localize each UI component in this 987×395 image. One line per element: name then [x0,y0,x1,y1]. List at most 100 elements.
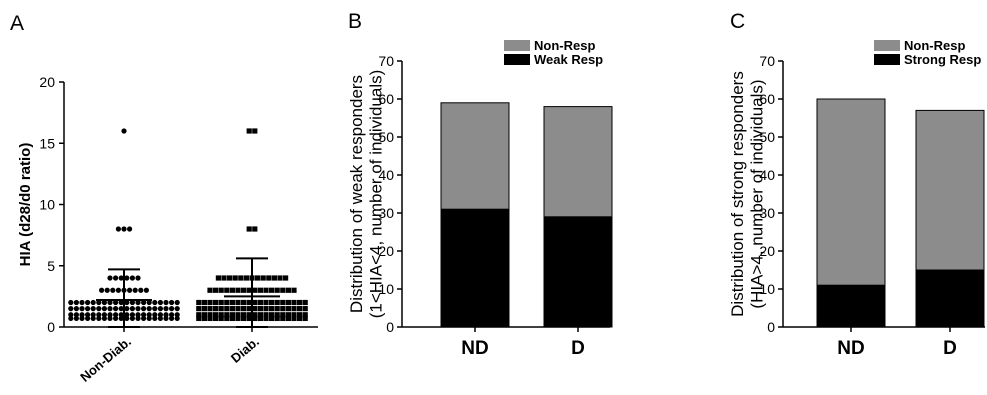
data-point [263,287,269,293]
data-point [163,315,169,322]
data-point [79,315,85,322]
data-point [68,306,74,312]
data-point [118,275,124,281]
data-point [252,306,258,312]
y-axis-title-line: Distribution of weak responders [347,75,366,313]
data-point [152,299,158,306]
data-point [263,306,269,312]
data-point [157,315,163,322]
y-tick-label: 40 [759,167,775,183]
data-point [196,306,202,312]
data-point [196,312,202,318]
data-point [232,275,238,281]
data-point [201,306,207,312]
data-point [238,275,244,281]
data-point [146,299,152,306]
data-point [221,275,227,281]
data-point [163,299,169,306]
data-point [297,306,303,312]
data-point [269,299,275,306]
data-point [227,275,233,281]
data-point [241,287,247,293]
data-point [124,275,130,281]
data-point [257,299,263,306]
data-point [132,287,138,293]
legend-swatch [504,54,530,65]
data-point [107,299,113,306]
data-point [118,312,124,318]
data-point [252,128,258,134]
data-point [73,315,79,322]
y-tick-label: 10 [759,281,775,297]
data-point [129,312,135,318]
data-point [135,315,141,322]
data-point [252,315,258,322]
data-point [90,306,96,312]
y-tick-label: 0 [767,319,775,335]
data-point [113,299,119,306]
data-point [213,306,219,312]
bar-segment [440,208,510,328]
x-category-label: D [571,338,585,359]
data-point [291,299,297,306]
data-point [101,315,107,322]
data-point [141,315,147,322]
data-point [213,315,219,322]
data-point [241,312,247,318]
data-point [241,315,247,322]
data-point [196,315,202,322]
data-point [79,306,85,312]
data-point [135,299,141,306]
data-point [218,299,224,306]
data-point [291,287,297,293]
panel-b-label: B [348,10,362,33]
data-point [266,275,272,281]
data-point [218,312,224,318]
data-point [174,299,180,306]
data-point [280,287,286,293]
data-point [252,312,258,318]
data-point [297,315,303,322]
data-point [291,312,297,318]
data-point [90,299,96,306]
data-point [118,306,124,312]
data-point [113,275,119,281]
data-point [213,299,219,306]
data-point [229,299,235,306]
data-point [121,128,127,134]
data-point [246,312,252,318]
data-point [104,287,110,293]
y-tick-label: 10 [378,281,394,297]
y-tick-label: 0 [47,319,55,335]
panel-a-scatter: 0 5 10 15 20 HIA (d28/d0 ratio) Non-Diab. Diab. [17,74,318,385]
data-point [127,226,133,232]
y-axis-title-line: (HIA>4, number of individuals) [748,79,767,308]
data-point [263,312,269,318]
bar-segment [816,284,886,328]
data-point [201,315,207,322]
data-point [163,312,169,318]
legend-label: Non-Resp [534,38,595,53]
data-point [138,287,144,293]
y-tick-label: 60 [759,91,775,107]
y-tick-label: 30 [759,205,775,221]
y-tick-label: 15 [39,135,55,151]
data-point [297,299,303,306]
data-point [169,306,175,312]
data-point [79,312,85,318]
data-point [113,306,119,312]
data-point [115,287,121,293]
data-point [302,312,308,318]
data-point [271,275,277,281]
data-point [285,315,291,322]
bar-segment [915,269,985,328]
data-point [246,299,252,306]
data-point [115,226,121,232]
data-point [224,299,230,306]
data-point [235,287,241,293]
data-point [124,315,130,322]
data-point [85,306,91,312]
data-point [229,287,235,293]
data-point [96,299,102,306]
data-point [215,275,221,281]
